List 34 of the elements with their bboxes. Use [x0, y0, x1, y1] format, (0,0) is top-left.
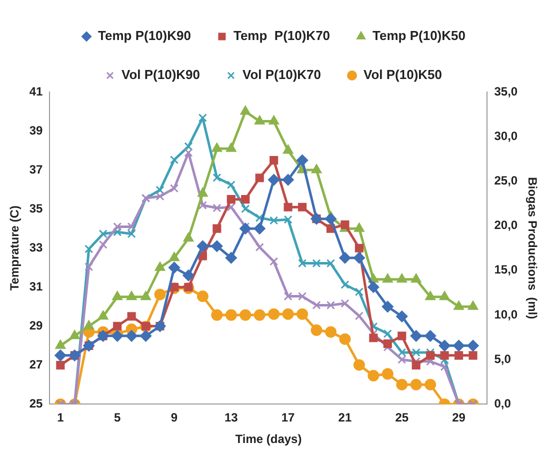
y-tick-label: 31 — [29, 279, 44, 294]
y-tick-label: 33 — [29, 240, 44, 254]
y-axis-title: Temprature (C) — [8, 206, 22, 291]
y2-tick-label: 5,0 — [494, 352, 512, 366]
y2-tick-label: 20,0 — [494, 218, 518, 232]
y-tick-label: 35 — [29, 201, 44, 216]
x-tick-label: 1 — [57, 410, 64, 425]
y2-axis-title: Biogas Productions (ml) — [525, 177, 540, 320]
y2-tick-label: 35,0 — [494, 84, 518, 98]
legend-label: Temp P(10)K90 — [98, 28, 191, 44]
y2-tick-label: 10,0 — [494, 307, 518, 322]
y-tick-label: 27 — [29, 357, 44, 372]
x-tick-label: 9 — [170, 410, 178, 425]
legend-label: Temp P(10)K70 — [233, 28, 330, 44]
y2-tick-label: 25,0 — [494, 174, 518, 188]
x-axis-title: Time (days) — [235, 432, 302, 446]
legend-label: Vol P(10)K90 — [121, 67, 200, 82]
y-tick-label: 39 — [29, 123, 44, 138]
y2-tick-label: 0,0 — [494, 396, 512, 411]
x-tick-label: 13 — [224, 410, 238, 425]
y-tick-label: 29 — [29, 318, 44, 332]
y-tick-label: 37 — [29, 162, 44, 176]
legend-label: Temp P(10)K50 — [372, 28, 466, 44]
y2-tick-label: 30,0 — [494, 128, 518, 143]
legend-label: Vol P(10)K50 — [364, 67, 442, 82]
x-tick-label: 21 — [338, 410, 352, 425]
y-tick-label: 41 — [29, 84, 44, 98]
x-tick-label: 17 — [281, 410, 296, 425]
y-tick-label: 25 — [29, 396, 44, 411]
x-tick-label: 29 — [452, 410, 466, 425]
x-tick-label: 5 — [114, 410, 121, 425]
y2-tick-label: 15,0 — [494, 262, 518, 277]
legend-label: Vol P(10)K70 — [242, 67, 322, 82]
x-tick-label: 25 — [395, 410, 409, 425]
